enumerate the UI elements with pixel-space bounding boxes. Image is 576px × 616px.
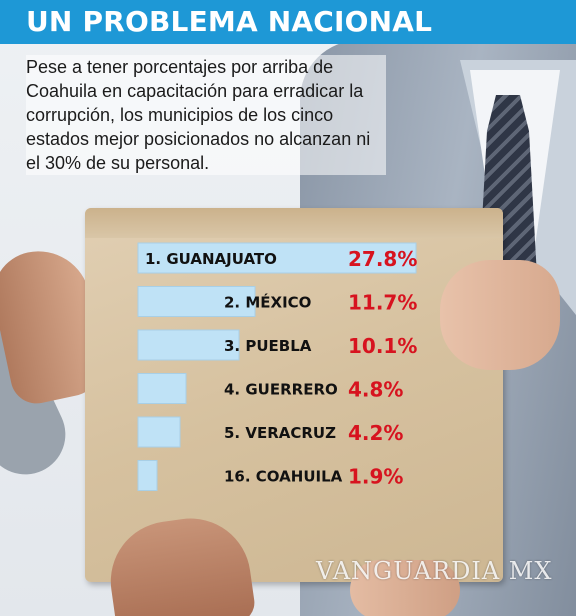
- header-banner: UN PROBLEMA NACIONAL: [0, 0, 576, 44]
- value-label: 4.8%: [348, 378, 403, 402]
- category-label: 2. MÉXICO: [224, 293, 311, 312]
- watermark-logo: VANGUARDIA MX: [316, 557, 553, 585]
- bar-1: [137, 242, 417, 274]
- bar-4: [137, 373, 187, 404]
- bar-5: [137, 416, 181, 448]
- bar-6: [137, 460, 158, 491]
- value-label: 1.9%: [348, 465, 403, 489]
- intro-paragraph: Pese a tener porcentajes por arriba de C…: [26, 55, 386, 175]
- value-label: 27.8%: [348, 247, 417, 271]
- paper-bag-top: [85, 208, 503, 238]
- category-label: 4. GUERRERO: [224, 381, 338, 399]
- category-label: 1. GUANAJUATO: [145, 250, 277, 268]
- value-label: 11.7%: [348, 291, 417, 315]
- background-photo-hand-lower-right: [350, 560, 460, 616]
- category-label: 5. VERACRUZ: [224, 424, 336, 442]
- page-title: UN PROBLEMA NACIONAL: [26, 5, 433, 38]
- bar-3: [137, 329, 240, 361]
- bar-2: [137, 286, 256, 317]
- value-label: 4.2%: [348, 421, 403, 445]
- background-photo-hand-right: [440, 260, 560, 370]
- category-label: 3. PUEBLA: [224, 337, 312, 355]
- value-label: 10.1%: [348, 334, 417, 358]
- category-label: 16. COAHUILA: [224, 468, 343, 486]
